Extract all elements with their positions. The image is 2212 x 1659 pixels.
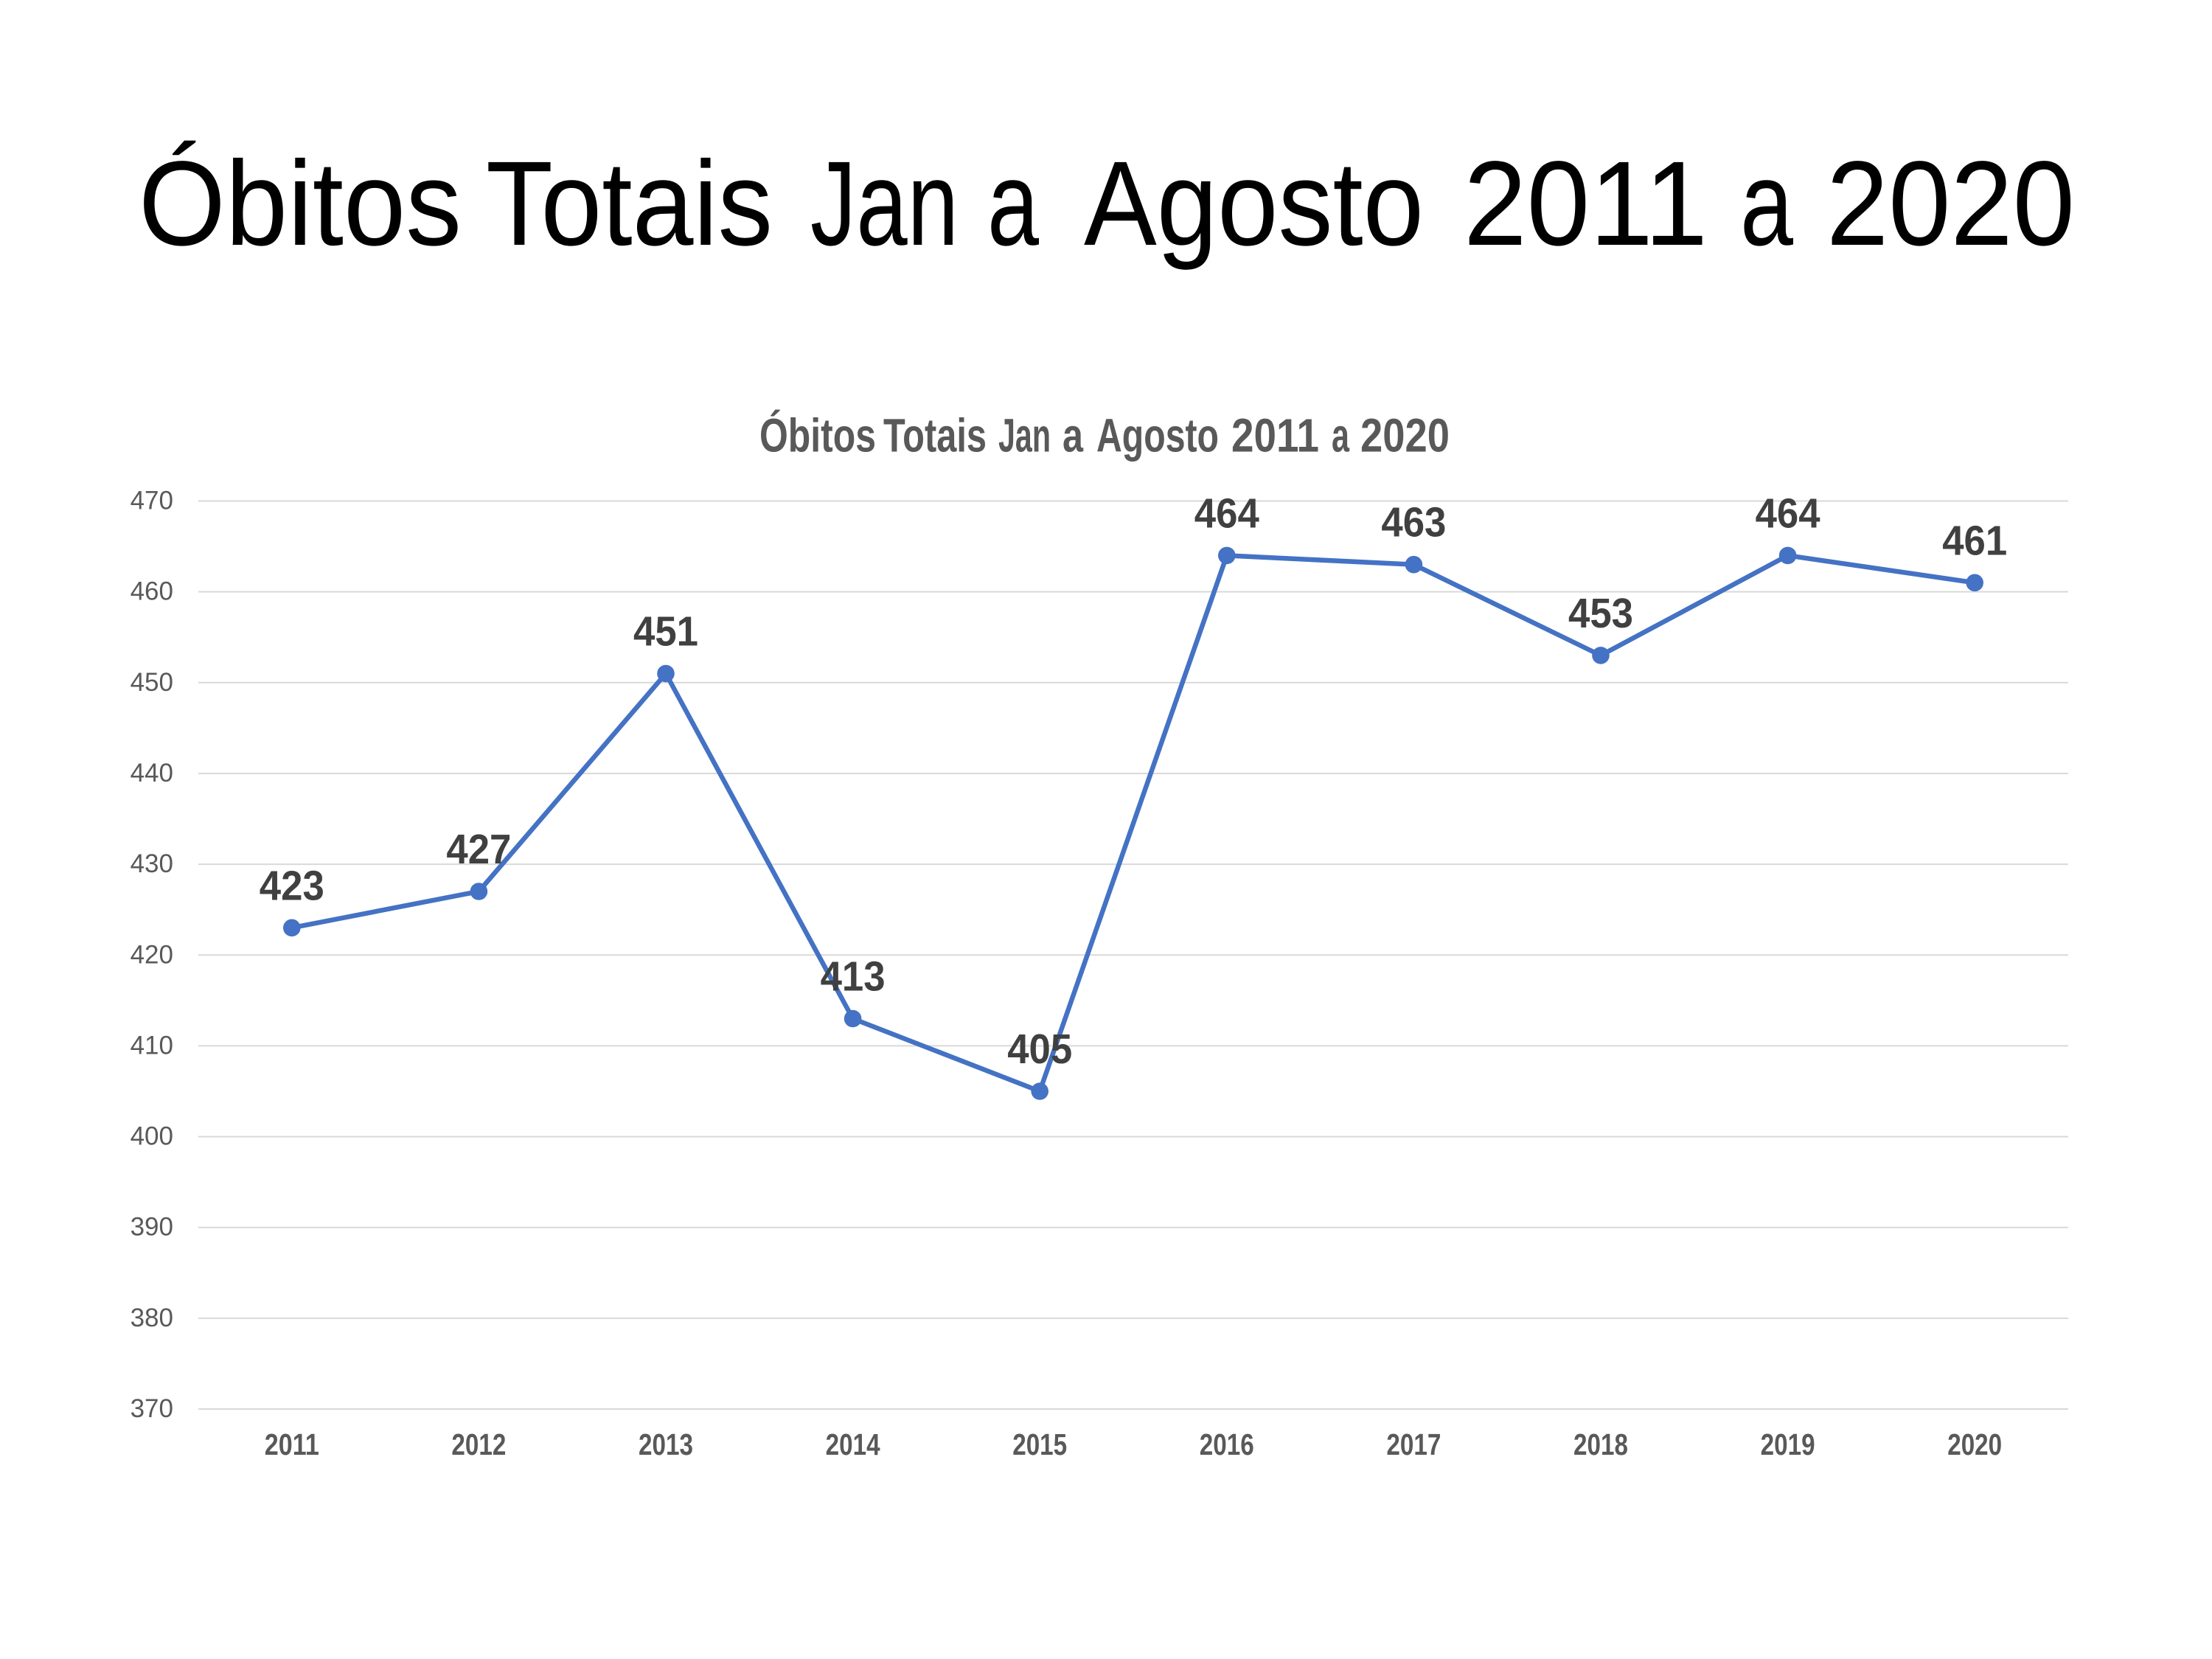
svg-text:405: 405 — [1007, 1026, 1072, 1072]
svg-text:453: 453 — [1568, 590, 1633, 636]
svg-text:2013: 2013 — [639, 1427, 693, 1461]
svg-text:Óbitos: Óbitos — [139, 136, 462, 271]
svg-text:370: 370 — [131, 1394, 173, 1423]
svg-text:Jan: Jan — [998, 409, 1051, 462]
svg-text:2017: 2017 — [1386, 1427, 1441, 1461]
svg-text:Agosto: Agosto — [1084, 136, 1424, 271]
svg-text:413: 413 — [821, 953, 886, 1000]
svg-text:460: 460 — [131, 577, 173, 606]
svg-text:2012: 2012 — [451, 1427, 506, 1461]
svg-text:380: 380 — [131, 1304, 173, 1332]
svg-text:2016: 2016 — [1200, 1427, 1254, 1461]
svg-text:400: 400 — [131, 1122, 173, 1151]
svg-text:420: 420 — [131, 940, 173, 969]
svg-text:2011: 2011 — [1231, 409, 1319, 462]
svg-text:464: 464 — [1756, 490, 1821, 536]
svg-text:a: a — [1332, 409, 1349, 462]
svg-text:2020: 2020 — [1360, 409, 1450, 462]
svg-text:2014: 2014 — [826, 1427, 880, 1461]
svg-text:470: 470 — [131, 487, 173, 515]
svg-text:451: 451 — [633, 608, 698, 655]
svg-text:464: 464 — [1194, 490, 1260, 536]
svg-text:2011: 2011 — [265, 1427, 319, 1461]
svg-text:Óbitos: Óbitos — [759, 409, 876, 462]
svg-text:2011: 2011 — [1464, 136, 1708, 271]
svg-text:a: a — [1062, 409, 1083, 462]
svg-text:2018: 2018 — [1573, 1427, 1628, 1461]
svg-text:2019: 2019 — [1761, 1427, 1815, 1461]
svg-text:2015: 2015 — [1012, 1427, 1067, 1461]
svg-text:450: 450 — [131, 668, 173, 697]
svg-text:440: 440 — [131, 759, 173, 787]
svg-text:427: 427 — [446, 826, 511, 872]
svg-text:Totais: Totais — [486, 136, 773, 271]
svg-text:Agosto: Agosto — [1096, 409, 1219, 462]
svg-text:410: 410 — [131, 1031, 173, 1060]
svg-text:Totais: Totais — [883, 409, 987, 462]
svg-text:a: a — [987, 136, 1039, 271]
svg-text:430: 430 — [131, 849, 173, 878]
svg-text:2020: 2020 — [1826, 136, 2075, 271]
svg-text:423: 423 — [260, 862, 324, 908]
svg-text:Jan: Jan — [810, 136, 959, 271]
svg-text:2020: 2020 — [1947, 1427, 2002, 1461]
svg-text:463: 463 — [1381, 499, 1446, 546]
svg-text:461: 461 — [1942, 517, 2007, 563]
svg-text:a: a — [1740, 136, 1793, 271]
svg-text:390: 390 — [131, 1213, 173, 1242]
